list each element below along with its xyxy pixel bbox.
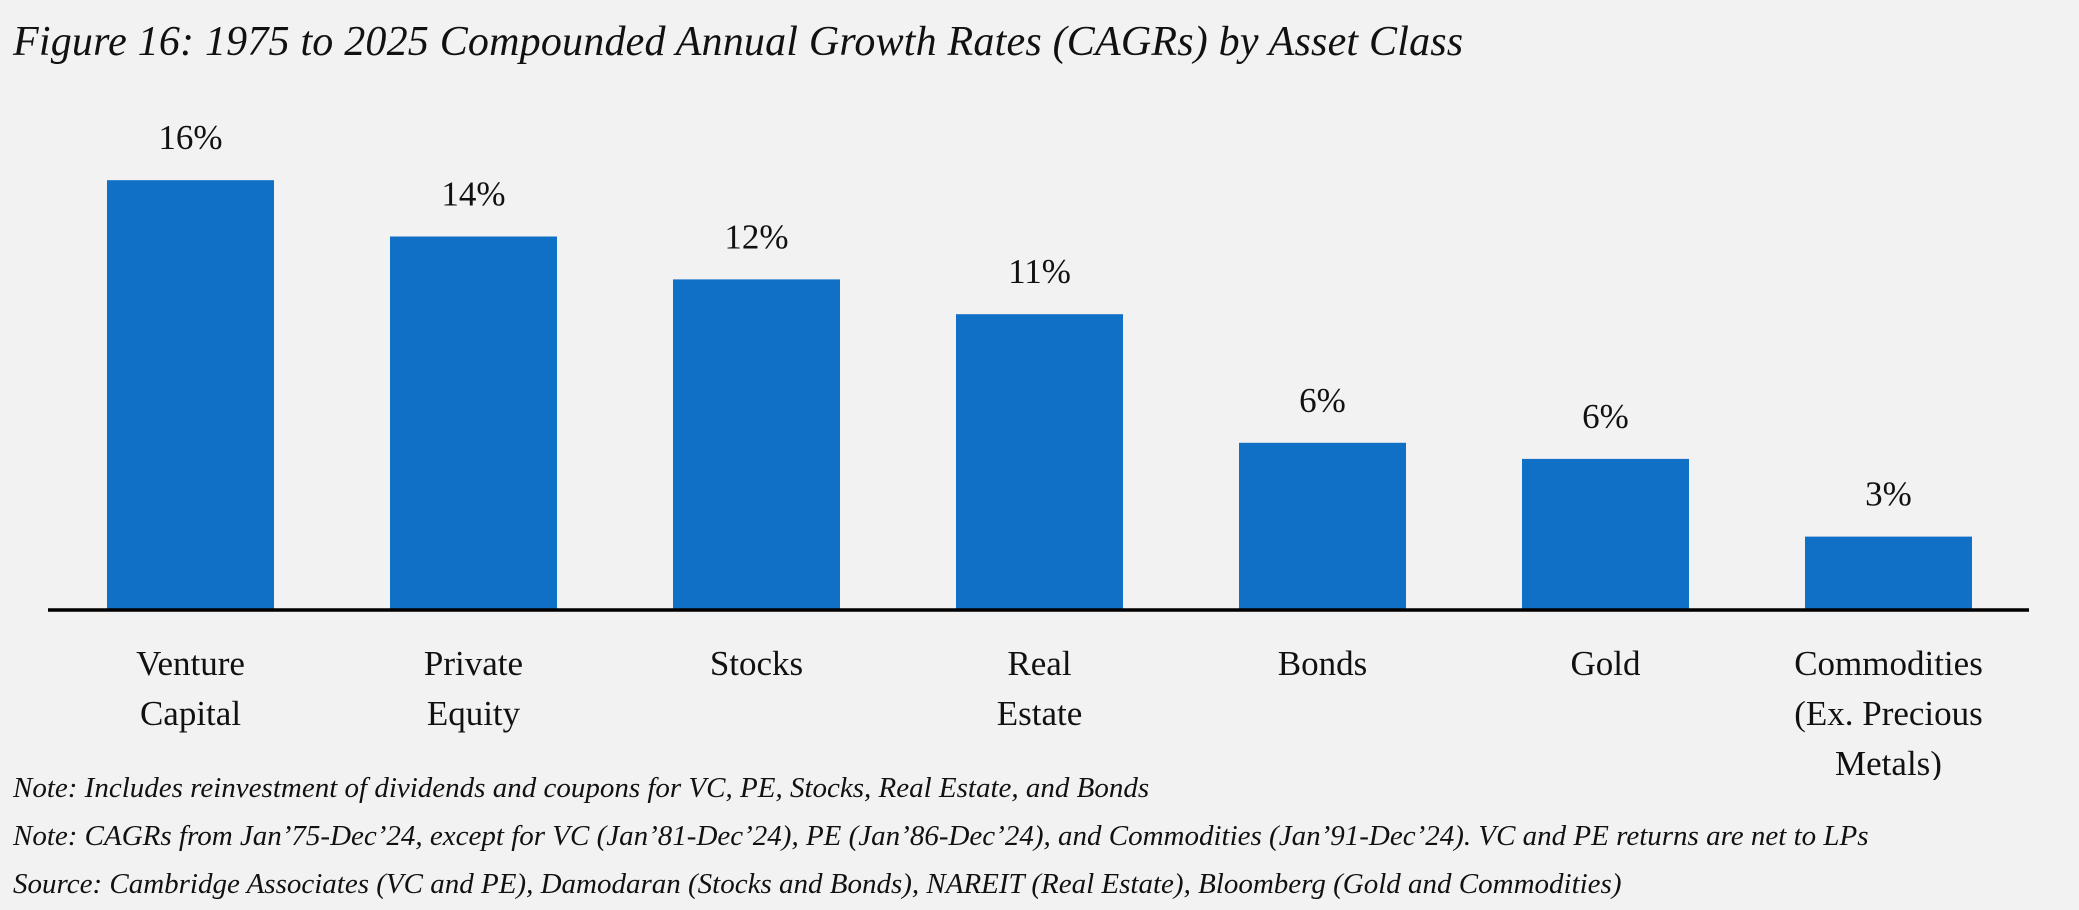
category-label-line: Gold	[1571, 644, 1642, 683]
bar-5	[1239, 442, 1406, 609]
footnotes: Note: Includes reinvestment of dividends…	[13, 764, 1869, 908]
category-label-line: Private	[424, 644, 523, 683]
category-label-line: Capital	[140, 694, 241, 733]
data-label-1: 16%	[158, 118, 222, 157]
bar-4	[956, 314, 1123, 609]
category-labels-group: Venture Capital Private Equity Stocks Real Est…	[136, 644, 1983, 780]
data-label-5: 6%	[1299, 381, 1346, 420]
note-source: Source: Cambridge Associates (VC and PE)…	[13, 868, 1622, 900]
data-label-7: 3%	[1865, 475, 1912, 514]
data-label-6: 6%	[1582, 397, 1629, 436]
category-label-2: Private Equity	[424, 644, 523, 733]
category-label-4: Real Estate	[997, 644, 1083, 733]
bar-1	[107, 180, 274, 609]
data-label-2: 14%	[441, 175, 505, 214]
category-label-6: Gold	[1571, 644, 1642, 683]
category-label-line: Equity	[427, 694, 521, 733]
bar-6	[1522, 458, 1689, 609]
category-label-line: Real	[1007, 644, 1071, 683]
category-label-line: Estate	[997, 694, 1083, 733]
bar-chart: 16% 14% 12% 11% 6% 6% 3% Venture Capital Private…	[48, 118, 2029, 780]
category-label-7: Commodities (Ex. Precious Metals)	[1794, 644, 1983, 780]
category-label-line: Bonds	[1278, 644, 1367, 683]
category-label-line: Venture	[136, 644, 245, 683]
chart-title: Figure 16: 1975 to 2025 Compounded Annua…	[13, 19, 1464, 65]
bars-group	[107, 180, 1972, 609]
category-label-1: Venture Capital	[136, 644, 245, 733]
bar-2	[390, 236, 557, 609]
category-label-line: Metals)	[1835, 744, 1942, 780]
note-reinvestment: Note: Includes reinvestment of dividends…	[13, 772, 1150, 804]
category-label-3: Stocks	[710, 644, 803, 683]
category-label-line: (Ex. Precious	[1794, 694, 1983, 733]
data-labels-group: 16% 14% 12% 11% 6% 6% 3%	[158, 118, 1911, 513]
note-date-ranges: Note: CAGRs from Jan’75-Dec’24, except f…	[13, 820, 1869, 852]
category-label-5: Bonds	[1278, 644, 1367, 683]
data-label-3: 12%	[724, 217, 788, 256]
category-label-line: Commodities	[1794, 644, 1983, 683]
bar-3	[673, 279, 840, 609]
category-label-line: Stocks	[710, 644, 803, 683]
bar-7	[1805, 536, 1972, 609]
data-label-4: 11%	[1008, 252, 1071, 291]
